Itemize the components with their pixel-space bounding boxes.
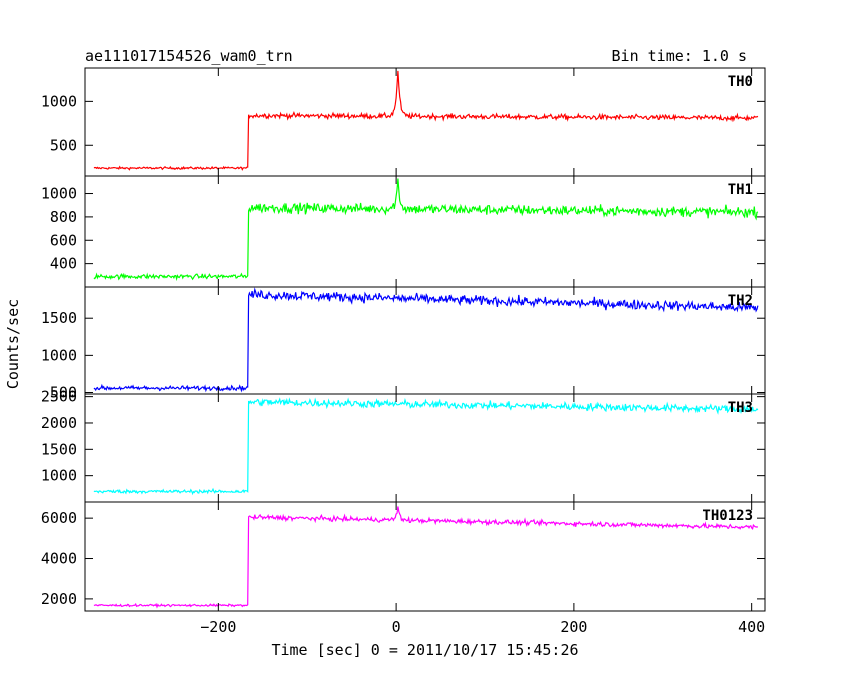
panel-frame [84,175,766,288]
panel-label-th3: TH3 [728,400,753,416]
y-tick-label: 1000 [41,467,77,485]
y-tick-label: 6000 [41,509,77,527]
y-tick-label: 4000 [41,550,77,568]
panels-group: 500 1000 TH0 400 600 800 1000 TH1 500 1000 1500 TH2… [41,67,766,612]
panel-th0: 500 1000 TH0 [41,67,766,177]
y-tick-label: 2000 [41,590,77,608]
y-tick-label: 500 [50,136,77,154]
panel-label-th2: TH2 [728,293,753,309]
series-line-th3 [93,397,759,496]
series-line-th0 [93,70,759,171]
panel-th1: 400 600 800 1000 TH1 [41,175,766,288]
y-tick-label: 600 [50,231,77,249]
x-axis: −200 0 200 400 [200,618,765,636]
panel-label-th0123: TH0123 [702,508,753,524]
panel-frame [84,501,766,612]
y-axis-label: Counts/sec [4,299,22,389]
series-line-th1 [93,178,759,282]
y-tick-label: 1000 [41,92,77,110]
x-tick-label: 200 [560,618,587,636]
y-tick-label: 800 [50,208,77,226]
y-tick-label: 1500 [41,309,77,327]
y-tick-label: 500 [50,384,77,402]
panel-frame [84,393,766,503]
x-tick-label: −200 [200,618,236,636]
panel-frame [84,67,766,177]
panel-label-th0: TH0 [728,74,753,90]
x-tick-label: 0 [392,618,401,636]
y-tick-label: 1000 [41,185,77,203]
panel-frame [84,286,766,395]
series-line-th0123 [93,506,759,609]
chart-title: ae111017154526_wam0_trn [85,47,293,65]
panel-th2: 500 1000 1500 TH2 [41,286,766,402]
y-tick-label: 1000 [41,346,77,364]
panel-label-th1: TH1 [728,182,753,198]
x-axis-label: Time [sec] 0 = 2011/10/17 15:45:26 [271,641,578,659]
series-line-th2 [93,287,759,393]
x-tick-label: 400 [738,618,765,636]
y-tick-label: 1500 [41,440,77,458]
y-tick-label: 400 [50,255,77,273]
bin-time-label: Bin time: 1.0 s [612,47,747,65]
panel-th3: 1000 1500 2000 2500 TH3 [41,388,766,503]
panel-th0123: 2000 4000 6000 TH0123 [41,501,766,612]
y-tick-label: 2500 [41,388,77,406]
y-tick-label: 2000 [41,414,77,432]
